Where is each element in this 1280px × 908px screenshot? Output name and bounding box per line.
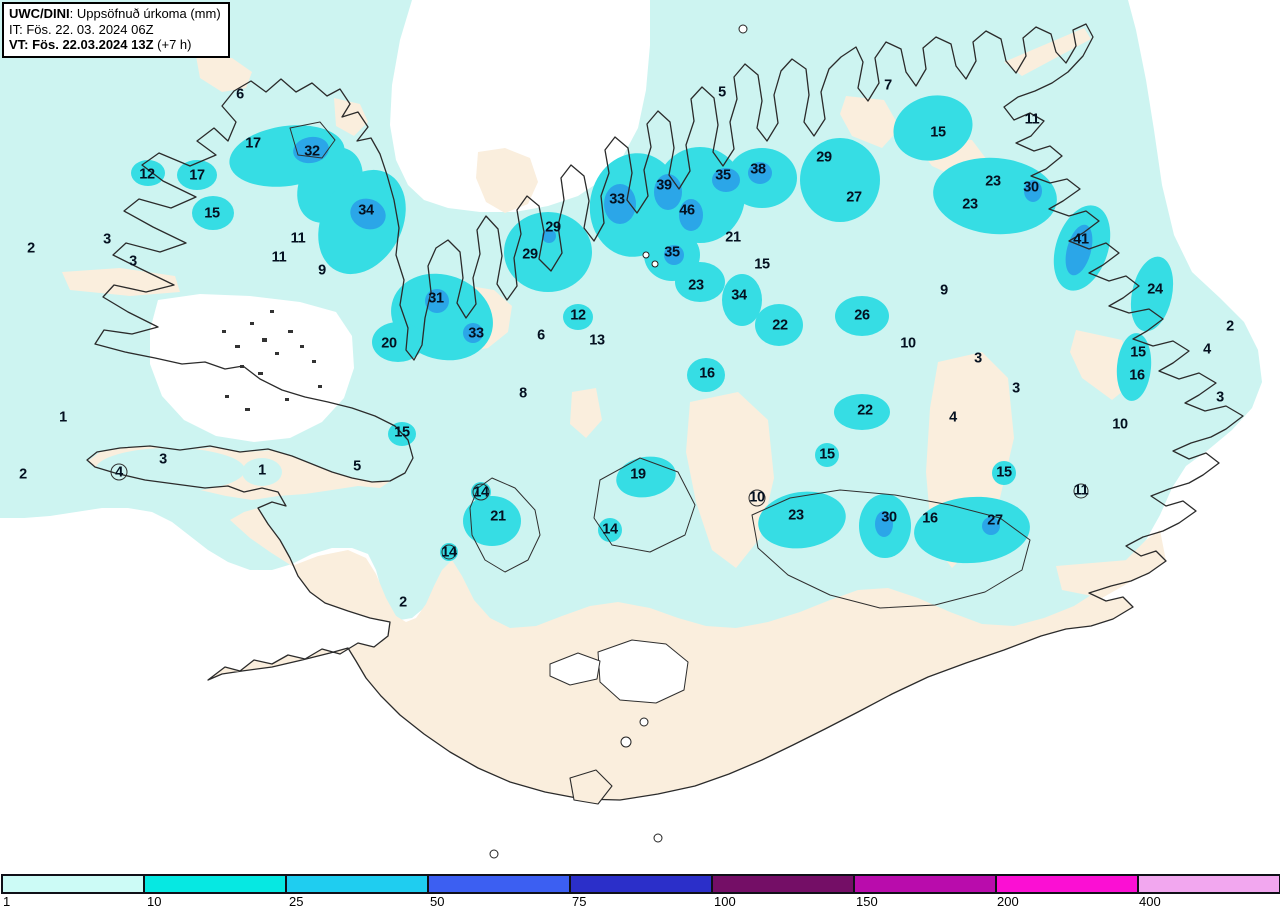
legend-threshold-label: 400 [1139,894,1161,908]
legend-threshold-labels: 1 10 25 50 75 100 150 200 400 [1,894,1279,908]
grimsey-island [738,24,748,34]
legend-segment [3,876,145,892]
drangajokull-outline [289,121,336,159]
title-line-valid-time: VT: Fös. 22.03.2024 13Z (+7 h) [9,37,221,53]
offshore-islands [489,24,748,859]
dry-land-nw-patch [334,98,368,136]
glacier-outlines [110,121,1089,609]
legend-threshold-label: 150 [856,894,878,908]
dry-land-vatnsnes [476,148,538,213]
langjokull-outline [469,477,541,573]
dry-zone-breidafjordur [150,294,354,442]
legend-threshold-label: 75 [572,894,587,908]
legend-segment [287,876,429,892]
dry-land-south [208,508,1166,800]
legend-threshold-label: 1 [3,894,11,908]
legend-segment [145,876,287,892]
legend-threshold-label: 50 [430,894,445,908]
valid-time: VT: Fös. 22.03.2024 13Z [9,37,154,52]
title-line-init-time: IT: Fös. 22. 03. 2024 06Z [9,21,154,37]
legend-color-bar [1,874,1280,894]
dry-land-se-strip [1056,560,1144,598]
title-line-product: UWC/DINI: Uppsöfnuð úrkoma (mm) [9,6,221,22]
precip-color-legend: 1 10 25 50 75 100 150 200 400 [1,874,1280,908]
legend-segment [571,876,713,892]
legend-threshold-label: 200 [997,894,1019,908]
dry-land-melrakkasletta [840,96,900,148]
legend-segment [855,876,997,892]
legend-segment [1139,876,1279,892]
hofsjokull-outline [593,457,696,553]
legend-threshold-label: 25 [289,894,304,908]
dry-land-west-strip [62,268,180,296]
dry-land-small-strip [570,388,602,438]
vatnajokull-outline [751,489,1031,609]
heimaey-island [569,769,613,805]
product-name: UWC/DINI [9,6,70,21]
tungnafellsjokull-outline [748,489,766,507]
dry-land-central-lobe [686,392,774,568]
iceland-coastline [86,23,1244,801]
legend-threshold-label: 10 [147,894,162,908]
legend-segment [429,876,571,892]
breidafjordur-islets [222,310,322,411]
title-box: UWC/DINI: Uppsöfnuð úrkoma (mm) IT: Fös.… [2,2,230,58]
myrdalsjokull-glacier [597,639,689,704]
eiriksjokull-outline [472,483,490,501]
legend-segment [713,876,855,892]
legend-threshold-label: 100 [714,894,736,908]
valid-time-offset: (+7 h) [153,37,192,52]
legend-segment [997,876,1139,892]
dry-land-langanes [1004,28,1091,76]
precip-patches-over-land [95,448,282,492]
dry-zone-north [390,0,650,212]
thorisjokull-outline [441,544,457,560]
product-desc: : Uppsöfnuð úrkoma (mm) [69,6,221,21]
eyjafjallajokull-glacier [549,652,601,686]
thrandarjokull-outline [1073,483,1089,499]
dry-land-hornstrandir [196,56,252,92]
